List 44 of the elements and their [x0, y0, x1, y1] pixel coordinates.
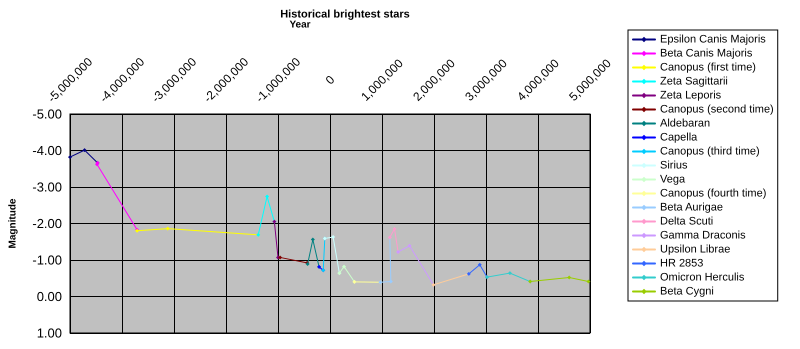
legend-label: Beta Aurigae: [660, 202, 723, 214]
y-tick-label: 1.00: [36, 326, 62, 340]
y-axis-title: Magnitude: [8, 198, 18, 248]
legend-label: Canopus (fourth time): [660, 188, 766, 200]
legend-label: Zeta Sagittarii: [660, 76, 728, 88]
point: [478, 262, 482, 267]
legend-label: Gamma Draconis: [660, 230, 746, 242]
point: [166, 226, 170, 231]
point: [278, 255, 282, 260]
point: [408, 244, 412, 248]
y-tick-label: -4.00: [32, 143, 62, 158]
point: [508, 271, 512, 276]
point: [392, 226, 396, 231]
legend-label: Canopus (second time): [660, 104, 774, 116]
y-tick-label: -3.00: [32, 180, 62, 194]
point: [586, 280, 590, 284]
legend-label: Delta Scuti: [660, 216, 714, 228]
legend-label: Beta Cygni: [660, 286, 714, 298]
point: [265, 194, 270, 198]
x-axis-title: Year: [289, 20, 311, 30]
x-tick-label: 0: [322, 72, 338, 88]
legend-label: Vega: [660, 174, 686, 186]
legend-label: Zeta Leporis: [660, 90, 722, 102]
legend-label: Aldebaran: [660, 118, 710, 130]
legend-label: Epsilon Canis Majoris: [660, 34, 766, 46]
point: [567, 276, 572, 280]
point: [68, 155, 72, 160]
y-tick-label: 0.00: [36, 289, 62, 304]
legend-label: Sirius: [660, 160, 688, 172]
legend-label: HR 2853: [660, 258, 704, 270]
legend-label: Beta Canis Majoris: [660, 48, 753, 60]
point: [388, 280, 393, 284]
legend-label: Omicron Herculis: [660, 272, 745, 284]
legend-label: Capella: [660, 132, 698, 144]
point: [342, 264, 346, 269]
y-tick-label: -5.00: [32, 106, 62, 122]
y-tick-label: -1.00: [32, 252, 62, 268]
point: [82, 148, 87, 152]
chart-title: Historical brightest stars: [280, 8, 410, 20]
y-tick-label: -2.00: [32, 216, 62, 231]
legend-label: Upsilon Librae: [660, 244, 730, 256]
point: [331, 235, 336, 240]
legend-label: Canopus (first time): [660, 62, 756, 74]
legend-label: Canopus (third time): [660, 146, 760, 158]
